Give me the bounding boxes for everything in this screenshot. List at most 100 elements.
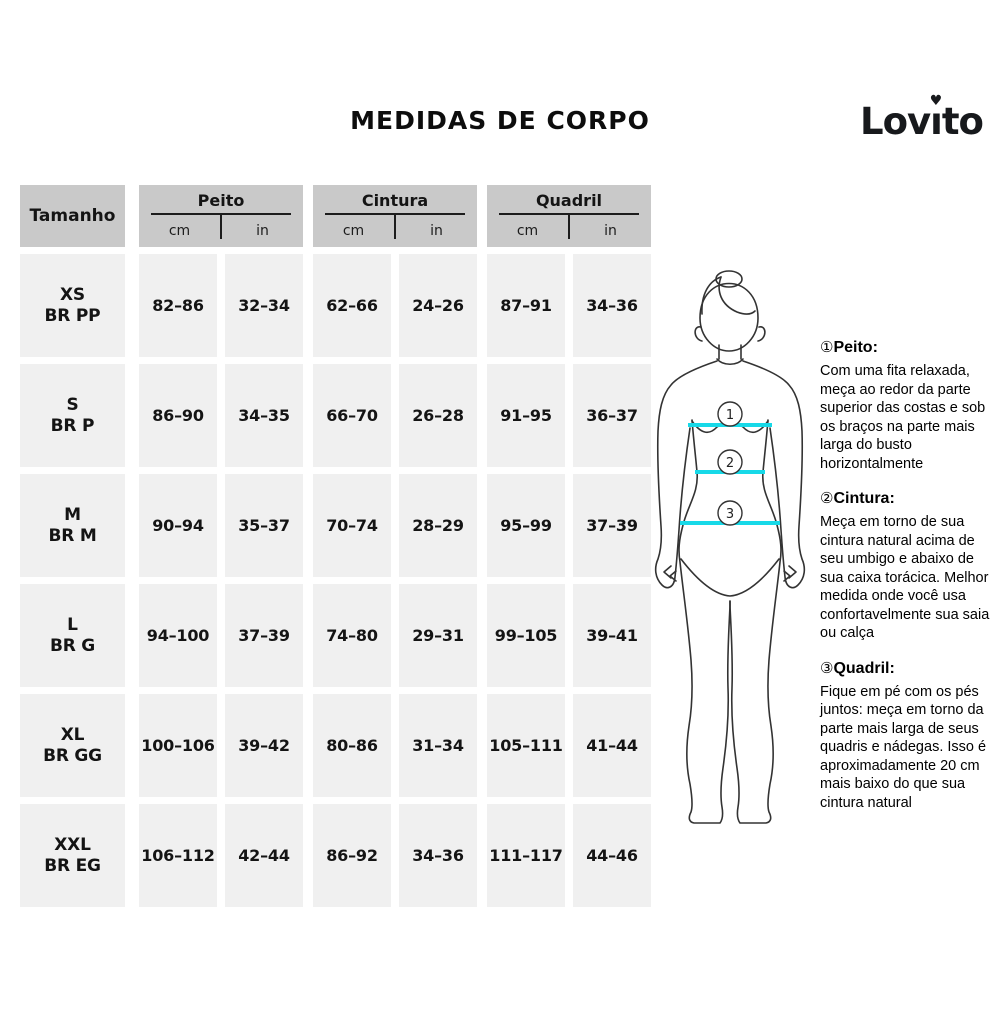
unit-divider xyxy=(220,215,222,239)
cintura-cm-cell: 80–86 xyxy=(313,694,391,797)
quadril-cm-cell: 111–117 xyxy=(487,804,565,907)
unit-in-label: in xyxy=(604,223,617,239)
size-cell: S BR P xyxy=(20,364,125,467)
table-header-row: Tamanho Peito cm in Cintura cm in xyxy=(20,185,651,247)
circled-3-icon: ③ xyxy=(820,659,834,677)
header-group-label: Quadril xyxy=(535,191,603,210)
body-half-outline xyxy=(654,360,731,824)
quadril-cm-cell: 91–95 xyxy=(487,364,565,467)
quadril-cm-cell: 105–111 xyxy=(487,694,565,797)
arm-outline xyxy=(654,360,718,589)
peito-cm-cell: 86–90 xyxy=(139,364,217,467)
cintura-in-cell: 29–31 xyxy=(399,584,477,687)
circled-1-icon: ① xyxy=(820,339,834,356)
peito-cm-cell: 100–106 xyxy=(139,694,217,797)
size-cell: XL BR GG xyxy=(20,694,125,797)
peito-in-cell: 39–42 xyxy=(225,694,303,797)
marker-1-number: 1 xyxy=(726,408,734,423)
ear-right xyxy=(757,326,766,342)
header-group-label: Peito xyxy=(197,191,245,210)
collar-curve xyxy=(716,358,744,366)
header-rule xyxy=(325,213,465,215)
instruction-label: Quadril: xyxy=(833,659,895,677)
instruction-peito: ①Peito: Com uma fita relaxada, meça ao r… xyxy=(820,338,995,473)
hairline xyxy=(701,276,722,315)
body-measurement-figure: 1 2 3 xyxy=(645,268,815,828)
quadril-cm-cell: 87–91 xyxy=(487,254,565,357)
head-outline xyxy=(699,282,759,352)
cintura-in-cell: 28–29 xyxy=(399,474,477,577)
cintura-cm-cell: 62–66 xyxy=(313,254,391,357)
quadril-cm-cell: 95–99 xyxy=(487,474,565,577)
unit-cm-label: cm xyxy=(516,223,539,239)
panty-line xyxy=(680,558,780,597)
peito-in-cell: 32–34 xyxy=(225,254,303,357)
marker-3-number: 3 xyxy=(726,507,734,522)
cintura-cm-cell: 66–70 xyxy=(313,364,391,467)
page-title: MEDIDAS DE CORPO xyxy=(350,106,650,135)
hair-bang xyxy=(718,276,756,315)
table-row: XXL BR EG 106–112 42–44 86–92 34–36 111–… xyxy=(20,804,651,907)
circled-2-icon: ② xyxy=(820,490,834,507)
measurement-instructions: ①Peito: Com uma fita relaxada, meça ao r… xyxy=(820,338,995,828)
peito-cm-cell: 82–86 xyxy=(139,254,217,357)
instruction-body: Meça em torno de sua cintura natural aci… xyxy=(820,514,990,641)
hand-chevron-icon xyxy=(669,570,677,582)
hand-chevron-icon xyxy=(663,565,672,579)
cintura-in-cell: 26–28 xyxy=(399,364,477,467)
cintura-in-cell: 31–34 xyxy=(399,694,477,797)
instruction-label: Peito: xyxy=(833,339,878,356)
marker-1-circle xyxy=(717,401,743,427)
unit-cm-label: cm xyxy=(342,223,365,239)
header-group-cintura: Cintura cm in xyxy=(313,185,477,247)
header-size: Tamanho xyxy=(20,185,125,247)
unit-divider xyxy=(568,215,570,239)
header-rule xyxy=(499,213,639,215)
peito-cm-cell: 90–94 xyxy=(139,474,217,577)
size-cell: L BR G xyxy=(20,584,125,687)
peito-in-cell: 34–35 xyxy=(225,364,303,467)
peito-in-cell: 42–44 xyxy=(225,804,303,907)
size-table: Tamanho Peito cm in Cintura cm in xyxy=(20,185,651,907)
quadril-in-cell: 44–46 xyxy=(573,804,651,907)
instruction-body: Fique em pé com os pés juntos: meça em t… xyxy=(820,683,987,811)
brand-logo: Lovı ♥ to xyxy=(860,93,984,143)
cintura-cm-cell: 74–80 xyxy=(313,584,391,687)
table-row: M BR M 90–94 35–37 70–74 28–29 95–99 37–… xyxy=(20,474,651,577)
quadril-in-cell: 34–36 xyxy=(573,254,651,357)
brand-logo-post: to xyxy=(941,100,984,143)
header-group-label: Cintura xyxy=(361,191,429,210)
header-rule xyxy=(151,213,291,215)
cintura-in-cell: 24–26 xyxy=(399,254,477,357)
instruction-quadril: ③Quadril: Fique em pé com os pés juntos:… xyxy=(820,659,995,813)
peito-in-cell: 35–37 xyxy=(225,474,303,577)
marker-2-circle xyxy=(717,449,743,475)
quadril-cm-cell: 99–105 xyxy=(487,584,565,687)
peito-cm-cell: 94–100 xyxy=(139,584,217,687)
size-cell: XXL BR EG xyxy=(20,804,125,907)
quadril-in-cell: 41–44 xyxy=(573,694,651,797)
table-row: XL BR GG 100–106 39–42 80–86 31–34 105–1… xyxy=(20,694,651,797)
header-group-quadril: Quadril cm in xyxy=(487,185,651,247)
unit-in-label: in xyxy=(256,223,269,239)
torso-leg-outline xyxy=(678,419,731,824)
size-cell: M BR M xyxy=(20,474,125,577)
size-cell: XS BR PP xyxy=(20,254,125,357)
instruction-label: Cintura: xyxy=(833,490,895,507)
quadril-in-cell: 39–41 xyxy=(573,584,651,687)
unit-divider xyxy=(394,215,396,239)
instruction-cintura: ②Cintura: Meça em torno de sua cintura n… xyxy=(820,489,995,643)
quadril-in-cell: 37–39 xyxy=(573,474,651,577)
brand-logo-pre: Lov xyxy=(860,100,931,143)
quadril-in-cell: 36–37 xyxy=(573,364,651,467)
cintura-in-cell: 34–36 xyxy=(399,804,477,907)
peito-in-cell: 37–39 xyxy=(225,584,303,687)
table-row: S BR P 86–90 34–35 66–70 26–28 91–95 36–… xyxy=(20,364,651,467)
header-group-peito: Peito cm in xyxy=(139,185,303,247)
cintura-cm-cell: 70–74 xyxy=(313,474,391,577)
marker-2-number: 2 xyxy=(726,456,734,471)
brand-logo-i: ı ♥ xyxy=(929,93,943,143)
table-row: L BR G 94–100 37–39 74–80 29–31 99–105 3… xyxy=(20,584,651,687)
unit-cm-label: cm xyxy=(168,223,191,239)
